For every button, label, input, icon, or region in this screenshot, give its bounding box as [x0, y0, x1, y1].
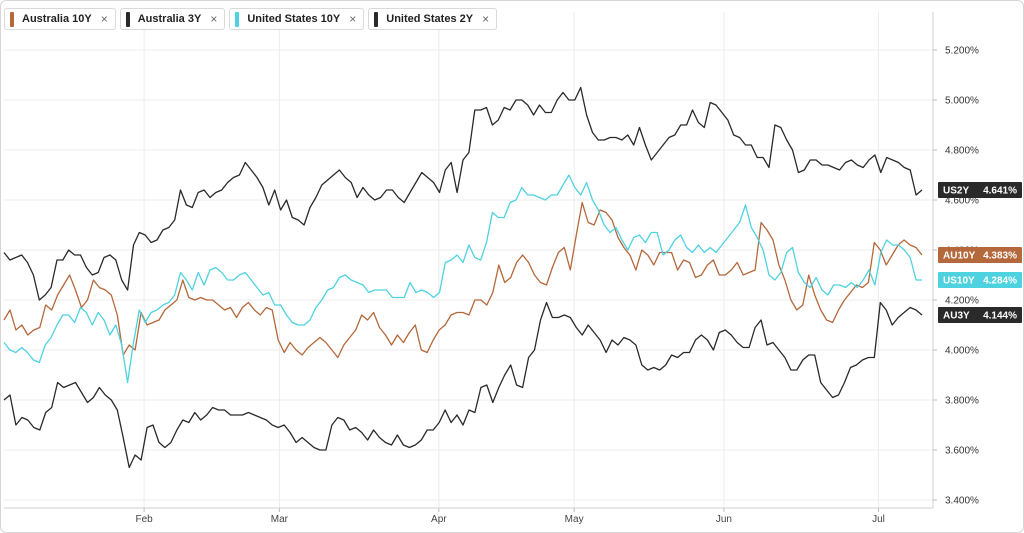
- last-value-badges: AU10Y 4.383% AU3Y 4.144% US10Y 4.284% US2Y 4.64…: [938, 182, 1022, 323]
- series-line-us10y: [3, 174, 922, 384]
- badge-background: [938, 307, 1022, 323]
- legend-chip-australia-10y[interactable]: Australia 10Y ×: [4, 8, 116, 30]
- badge-background: [938, 247, 1022, 263]
- badge-last-value: 4.641%: [983, 186, 1017, 197]
- y-tick-label: 4.000%: [945, 346, 979, 357]
- badge-last-value: 4.383%: [983, 251, 1017, 262]
- y-tick-label: 3.600%: [945, 446, 979, 457]
- x-tick-label: May: [565, 514, 584, 525]
- badge-last-value: 4.284%: [983, 276, 1017, 287]
- grid: [4, 12, 933, 508]
- last-value-badge-au3y: AU3Y 4.144%: [938, 307, 1022, 323]
- badge-series-code: US2Y: [943, 186, 969, 197]
- series-color-swatch: [10, 11, 14, 27]
- last-value-badge-us10y: US10Y 4.284%: [938, 272, 1022, 288]
- last-value-badge-au10y: AU10Y 4.383%: [938, 247, 1022, 263]
- series-line-au3y: [3, 301, 923, 469]
- y-tick-label: 4.800%: [945, 146, 979, 157]
- legend-chip-united-states-2y[interactable]: United States 2Y ×: [368, 8, 498, 30]
- x-tick-label: Jun: [716, 514, 732, 525]
- badge-series-code: AU3Y: [943, 311, 970, 322]
- series-color-swatch: [374, 11, 379, 27]
- x-tick-label: Apr: [431, 514, 447, 525]
- axes: 5.200%5.000%4.800%4.600%4.400%4.200%4.00…: [4, 12, 979, 525]
- legend-label: Australia 10Y: [22, 13, 92, 25]
- y-tick-label: 4.600%: [945, 196, 979, 207]
- badge-background: [938, 272, 1022, 288]
- series-color-swatch: [125, 11, 130, 27]
- legend-label: Australia 3Y: [137, 13, 202, 25]
- y-tick-label: 4.200%: [945, 296, 979, 307]
- close-icon[interactable]: ×: [482, 12, 490, 26]
- y-tick-label: 3.800%: [945, 396, 979, 407]
- series-layer: [3, 86, 923, 469]
- legend-label: United States 10Y: [247, 13, 341, 25]
- y-tick-label: 5.000%: [945, 96, 979, 107]
- series-color-swatch: [235, 11, 240, 27]
- series-line-au10y: [3, 201, 923, 359]
- badge-series-code: AU10Y: [943, 251, 976, 262]
- y-tick-label: 3.400%: [945, 496, 979, 507]
- legend-chip-australia-3y[interactable]: Australia 3Y ×: [119, 8, 226, 30]
- series-line-us2y: [3, 86, 923, 301]
- close-icon[interactable]: ×: [210, 12, 218, 26]
- close-icon[interactable]: ×: [100, 12, 108, 26]
- last-value-badge-us2y: US2Y 4.641%: [938, 182, 1022, 198]
- badge-last-value: 4.144%: [983, 311, 1017, 322]
- close-icon[interactable]: ×: [349, 12, 357, 26]
- legend-chip-united-states-10y[interactable]: United States 10Y ×: [229, 8, 365, 30]
- x-tick-label: Mar: [271, 514, 289, 525]
- legend: Australia 10Y × Australia 3Y × United St…: [4, 8, 498, 32]
- x-tick-label: Jul: [872, 514, 885, 525]
- x-tick-label: Feb: [135, 514, 153, 525]
- legend-label: United States 2Y: [386, 13, 474, 25]
- badge-series-code: US10Y: [943, 276, 975, 287]
- y-tick-label: 5.200%: [945, 46, 979, 57]
- badge-background: [938, 182, 1022, 198]
